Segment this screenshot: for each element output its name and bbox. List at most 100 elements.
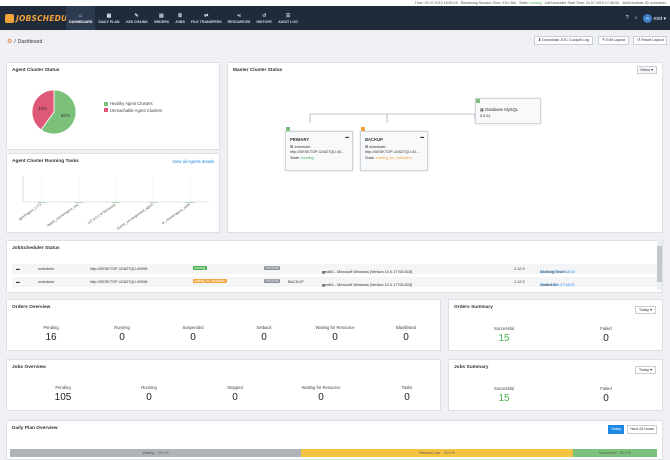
user-menu[interactable]: R root ▾ [643, 13, 666, 23]
breadcrumb: ⚙ / Dashboard [7, 38, 43, 46]
node-menu-icon[interactable]: ▬ [420, 135, 424, 139]
nav-orders[interactable]: ▤ ORDERS [153, 12, 170, 24]
table-row[interactable]: ▬ scheduler http://DESKTOP-1D6Z7QU:40995… [12, 264, 657, 275]
download-log-button[interactable]: ⬇ Download JOC Cockpit Log [534, 36, 593, 45]
view-agents-link[interactable]: View all Agents details [172, 159, 214, 164]
period-dropdown[interactable]: Today ▾ [634, 366, 656, 374]
orders-label: Running [114, 325, 130, 330]
legend-swatch [104, 101, 108, 106]
jobs-successful-count[interactable]: 15 [498, 393, 510, 404]
main-menu: ⌂ DASHBOARD ▦ DAILY PLAN ✎ JOB CHAINS ▤ ORDERS ≣… [66, 6, 301, 30]
plan-segment[interactable]: Waiting - 75.0 % [10, 449, 302, 457]
download-icon: ⬇ [538, 38, 543, 42]
bell-icon[interactable]: ♪ [634, 15, 638, 21]
jobs-label: Waiting for Resource [301, 385, 341, 390]
period-dropdown[interactable]: Today ▾ [634, 306, 656, 314]
state-badge: waiting_for_activation [193, 279, 227, 283]
panel-title: Jobs Summary [454, 365, 489, 370]
x-tick-label: agent/agent_1773 [17, 202, 42, 221]
backup-status-indicator [361, 127, 365, 131]
clipboard-icon: ▤ [159, 12, 164, 19]
panel-title: Daily Plan Overview [12, 426, 58, 431]
plan-segment[interactable]: Successful - 25.0 % [572, 449, 657, 457]
jobs-label: Stopped [227, 385, 243, 390]
task-bar[interactable] [37, 202, 46, 203]
share-icon: ⋖ [236, 12, 242, 19]
pie-slice-0[interactable] [40, 89, 77, 135]
user-name: root [653, 15, 663, 22]
scrollbar-thumb[interactable] [657, 246, 662, 282]
orders-count[interactable]: 0 [403, 332, 409, 343]
jobs-count[interactable]: 105 [54, 392, 72, 403]
node-menu-icon[interactable]: ▬ [345, 135, 349, 139]
reset-icon: ↺ [637, 38, 642, 42]
role-badge: PASSIVE [264, 279, 281, 283]
windows-icon: ⊞ [290, 144, 295, 149]
scrollbar[interactable] [657, 240, 662, 290]
database-node[interactable]: ▦ Database MySQL 5.5.61 [475, 98, 541, 124]
next-24-hours-tab[interactable]: Next 24 hours [627, 425, 657, 434]
windows-icon: ⊞ [322, 284, 326, 288]
edit-layout-button[interactable]: ✎ Edit Layout [598, 36, 630, 45]
nav-resources[interactable]: ⋖ RESOURCES [227, 12, 251, 24]
task-bar[interactable] [112, 202, 120, 203]
panel-title: Master Cluster Status [233, 68, 283, 73]
task-bar[interactable] [74, 202, 83, 203]
x-tick-label: 127.0.0.1:4710/cluster [87, 202, 117, 225]
orders-label: Blacklisted [395, 325, 416, 330]
nav-audit-log[interactable]: ☰ AUDIT LOG [278, 12, 298, 24]
nav-file-transfers[interactable]: ⇄ FILE TRANSFERS [190, 12, 222, 24]
jobs-count[interactable]: 0 [146, 392, 152, 403]
logo[interactable]: JOBSCHEDULER [5, 12, 84, 24]
agent-cluster-pie-chart: 60% 40% [31, 89, 77, 135]
orders-count[interactable]: 0 [332, 332, 338, 343]
orders-successful-count[interactable]: 15 [498, 333, 510, 344]
row-menu-icon[interactable]: ▬ [16, 267, 20, 271]
primary-master-node[interactable]: ▬ PRIMARY ⊞ scheduler http://DESKTOP-1D6… [285, 127, 353, 171]
edit-icon: ✎ [602, 38, 607, 42]
pie-slice-1[interactable] [31, 89, 55, 131]
status-bar: Time: 22.07.2019 18:00:15 Remaining Sess… [0, 0, 670, 6]
session-time: Remaining Session Time: 57m 36s [460, 1, 517, 5]
nav-jobs[interactable]: ≣ JOBS [175, 12, 185, 24]
nav-daily-plan[interactable]: ▦ DAILY PLAN [98, 12, 120, 24]
help-icon[interactable]: ? [625, 15, 629, 21]
role-badge: PASSIVE [264, 266, 281, 270]
row-menu-icon[interactable]: ▬ [16, 280, 20, 284]
x-tick-label: er_cluster/agent_4445 [161, 202, 191, 225]
orders-label: Waiting for Resource [315, 325, 355, 330]
orders-count[interactable]: 16 [45, 332, 57, 343]
home-icon[interactable]: ⚙ [7, 39, 13, 45]
jobs-count[interactable]: 0 [232, 392, 238, 403]
today-tab[interactable]: Today [607, 425, 624, 434]
orders-summary-panel: Orders Summary Today ▾ Successful 15 Fai… [448, 299, 663, 351]
jobs-count[interactable]: 0 [404, 392, 410, 403]
node-state: waiting_for_activation [375, 155, 413, 160]
plan-segment[interactable]: Planned Late - 75.0 % [301, 449, 573, 457]
reset-layout-button[interactable]: ↺ Reset Layout [633, 36, 667, 45]
jobs-failed-count[interactable]: 0 [603, 393, 609, 404]
state-badge: running [193, 266, 207, 270]
nav-job-chains[interactable]: ✎ JOB CHAINS [125, 12, 148, 24]
jobs-count[interactable]: 0 [318, 392, 324, 403]
jobs-label: Running [141, 385, 157, 390]
orders-failed-count[interactable]: 0 [603, 333, 609, 344]
pie-slice-label: 60% [61, 113, 70, 118]
task-bar[interactable] [186, 202, 195, 203]
orders-label: Setback [256, 325, 272, 330]
primary-status-indicator [286, 127, 290, 131]
backup-master-node[interactable]: ▬ BACKUP ⊞ scheduler http://DESKTOP-1D6Z… [360, 127, 428, 171]
nav-history[interactable]: ↺ HISTORY [256, 12, 273, 24]
menu-button[interactable]: Menu ▾ [636, 66, 657, 74]
nav-dashboard[interactable]: ⌂ DASHBOARD [66, 6, 96, 30]
orders-count[interactable]: 0 [119, 332, 125, 343]
table-row[interactable]: ▬ scheduler http://DESKTOP-1D6Z7QU:40996… [12, 277, 657, 288]
user-area: ? ♪ R root ▾ [626, 12, 666, 24]
orders-count[interactable]: 0 [261, 332, 267, 343]
orders-count[interactable]: 0 [190, 332, 196, 343]
windows-icon: ⊞ [322, 271, 326, 275]
panel-title: Orders Overview [12, 305, 51, 310]
task-bar[interactable] [149, 202, 158, 203]
orders-label: Suspended [182, 325, 204, 330]
running-tasks-chart: agent/agent_1773/agent_cluster/agent_tes… [17, 176, 209, 230]
